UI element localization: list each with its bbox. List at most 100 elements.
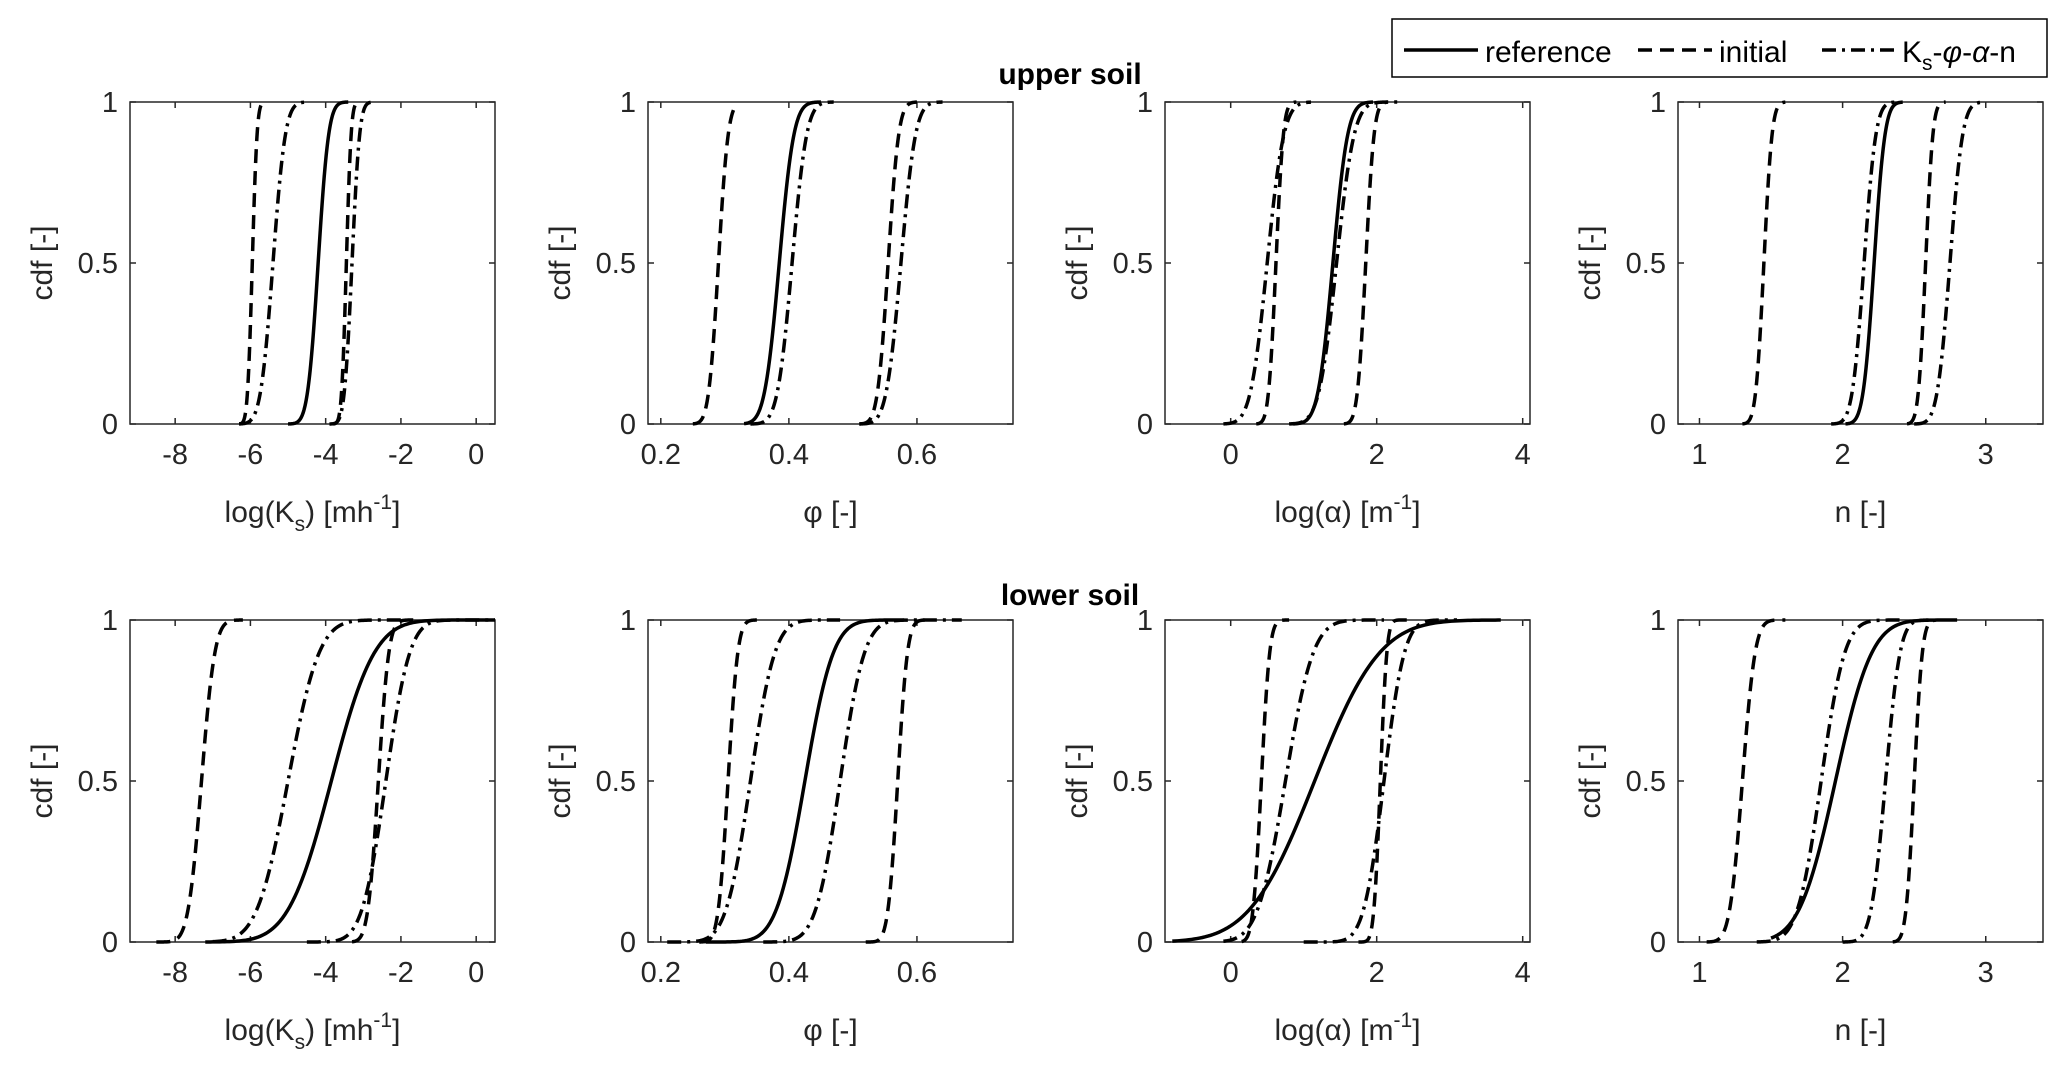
series-dashed-2 (1358, 618, 1414, 944)
y-tick-label: 0.5 (1113, 766, 1153, 798)
series-dashed-1 (156, 618, 243, 944)
x-tick-label: 0.2 (641, 957, 681, 989)
x-axis-label: φ [-] (803, 1014, 857, 1047)
plot-area (1164, 619, 1531, 943)
series-dashdot-4 (763, 618, 962, 944)
series-dashdot-4 (1914, 100, 1984, 426)
x-tick-label: -2 (388, 439, 414, 471)
x-tick-label: 2 (1369, 957, 1385, 989)
y-axis-label: cdf [-] (1574, 225, 1607, 300)
subplot-lower-0: 0 0.5 1 -8 -6 -4 -2 0 cdf [-] log(Ks) [mh-1] (26, 605, 496, 1054)
x-axis-label: log(α) [m-1] (1274, 1009, 1420, 1047)
subplot-lower-2: 0 0.5 1 0 2 4 cdf [-] log(α) [m-1] (1061, 605, 1531, 1047)
series-dashdot-3 (212, 618, 401, 944)
series-dashdot-4 (306, 618, 495, 944)
x-tick-label: 2 (1835, 439, 1851, 471)
series-dashed-1 (1256, 100, 1297, 426)
x-tick-label: 0.6 (897, 439, 937, 471)
x-tick-label: 0 (1223, 439, 1239, 471)
series-dashdot-3 (1831, 100, 1898, 426)
y-axis-label: cdf [-] (26, 225, 59, 300)
x-tick-label: 0.2 (641, 439, 681, 471)
y-tick-label: 0.5 (596, 766, 636, 798)
y-tick-label: 0 (102, 927, 118, 959)
y-axis-label: cdf [-] (1061, 225, 1094, 300)
subplot-upper-0: 0 0.5 1 -8 -6 -4 -2 0 cdf [-] log(Ks) [mh-1] (26, 87, 496, 536)
plot-area (129, 619, 496, 943)
series-dashed-1 (699, 618, 757, 944)
y-axis-label: cdf [-] (26, 743, 59, 818)
series-dashed-1 (1742, 100, 1786, 426)
subplot-upper-3: 0 0.5 1 1 2 3 cdf [-] n [-] (1574, 87, 2044, 529)
legend-label-ks-phi-alpha-n: Ks-φ-α-n (1902, 36, 2016, 75)
x-axis-label: n [-] (1835, 1014, 1887, 1047)
x-tick-label: -4 (313, 957, 339, 989)
y-tick-label: 1 (1137, 87, 1153, 119)
series-dashed-2 (859, 100, 918, 426)
series-dashdot-3 (1223, 100, 1312, 426)
plot-area (129, 101, 496, 425)
y-tick-label: 1 (620, 605, 636, 637)
series-solid-0 (1292, 100, 1374, 426)
y-axis-label: cdf [-] (544, 225, 577, 300)
x-axis-label: log(Ks) [mh-1] (225, 491, 401, 536)
y-tick-label: 0 (1650, 927, 1666, 959)
series-dashdot-4 (1303, 618, 1457, 944)
legend-box (1391, 18, 2048, 78)
x-tick-label: -4 (313, 439, 339, 471)
x-tick-label: -8 (162, 439, 188, 471)
plot-area (647, 101, 1014, 425)
y-tick-label: 0.5 (78, 766, 118, 798)
legend-label-reference: reference (1485, 36, 1612, 69)
y-axis-label: cdf [-] (1574, 743, 1607, 818)
y-tick-label: 1 (620, 87, 636, 119)
y-tick-label: 0 (1650, 409, 1666, 441)
y-tick-label: 1 (1650, 87, 1666, 119)
y-tick-label: 0.5 (1626, 248, 1666, 280)
series-dashdot-3 (1756, 618, 1900, 944)
y-tick-label: 1 (102, 87, 118, 119)
subplot-upper-2: 0 0.5 1 0 2 4 cdf [-] log(α) [m-1] (1061, 87, 1531, 529)
x-tick-label: -2 (388, 957, 414, 989)
x-tick-label: 0.4 (769, 439, 809, 471)
y-tick-label: 0 (1137, 409, 1153, 441)
x-tick-label: 2 (1835, 957, 1851, 989)
y-tick-label: 0 (620, 927, 636, 959)
x-tick-label: 0.6 (897, 957, 937, 989)
y-axis-label: cdf [-] (544, 743, 577, 818)
series-dashdot-3 (239, 100, 307, 426)
y-tick-label: 0.5 (1626, 766, 1666, 798)
x-tick-label: -8 (162, 957, 188, 989)
x-tick-label: 1 (1691, 439, 1707, 471)
y-tick-label: 0 (1137, 927, 1153, 959)
series-dashdot-3 (750, 100, 834, 426)
y-tick-label: 0.5 (78, 248, 118, 280)
x-tick-label: 0 (1223, 957, 1239, 989)
x-axis-label: φ [-] (803, 496, 857, 529)
subplot-lower-1: 0 0.5 1 0.2 0.4 0.6 cdf [-] φ [-] (544, 605, 1014, 1047)
subplot-grid: 0 0.5 1 -8 -6 -4 -2 0 cdf [-] log(Ks) [mh-1] 0 0.5 1… (26, 87, 2044, 1054)
plot-area (1677, 101, 2044, 425)
series-solid-0 (1845, 100, 1903, 426)
x-tick-label: 3 (1978, 957, 1994, 989)
y-tick-label: 0.5 (596, 248, 636, 280)
series-dashdot-4 (329, 100, 375, 426)
series-dashed-2 (351, 618, 420, 944)
row-title-lower: lower soil (1001, 579, 1139, 612)
series-dashed-1 (1706, 618, 1786, 944)
x-tick-label: 0 (468, 957, 484, 989)
series-dashed-2 (1892, 618, 1936, 944)
series-dashdot-4 (1289, 100, 1403, 426)
series-solid-0 (705, 618, 905, 944)
y-tick-label: 1 (102, 605, 118, 637)
series-dashdot-4 (859, 100, 943, 426)
series-dashdot-4 (1842, 618, 1929, 944)
series-dashed-1 (238, 100, 266, 426)
y-tick-label: 1 (1650, 605, 1666, 637)
y-axis-label: cdf [-] (1061, 743, 1094, 818)
x-axis-label: n [-] (1835, 496, 1887, 529)
x-axis-label: log(α) [m-1] (1274, 491, 1420, 529)
series-dashed-1 (692, 102, 739, 426)
series-solid-0 (743, 100, 821, 426)
